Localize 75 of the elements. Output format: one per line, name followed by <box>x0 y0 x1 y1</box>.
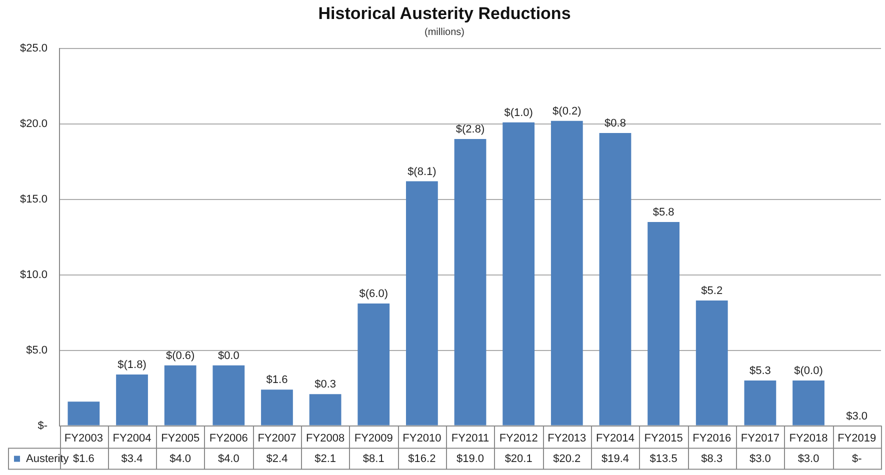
bar <box>116 374 148 426</box>
bar <box>744 380 776 426</box>
x-tick-label: FY2010 <box>402 432 442 444</box>
bar <box>550 120 583 426</box>
annotation: $(0.2) <box>552 105 582 118</box>
bar <box>406 181 438 426</box>
annotation: $5.2 <box>701 285 723 298</box>
annotation: $0.3 <box>314 378 336 391</box>
bar <box>599 132 632 426</box>
x-tick-label: FY2014 <box>596 432 634 444</box>
y-tick-label: $- <box>38 420 48 432</box>
annotation: $(1.8) <box>118 359 146 372</box>
x-tick-label: FY2013 <box>548 432 586 444</box>
data-label: $4.0 <box>218 452 240 465</box>
x-tick-label: FY2019 <box>838 432 876 444</box>
x-tick-label: FY2007 <box>258 432 296 444</box>
data-label: $1.6 <box>72 452 94 465</box>
x-tick-label: FY2004 <box>112 432 152 444</box>
bar <box>68 402 100 426</box>
annotation: $5.8 <box>652 206 674 219</box>
annotation: $(8.1) <box>408 166 436 178</box>
data-label: $- <box>852 452 862 465</box>
bar <box>648 222 680 426</box>
data-label: $2.4 <box>266 452 288 465</box>
legend-label: Austerity <box>26 452 70 465</box>
data-label: $20.2 <box>553 452 581 465</box>
annotation: $(2.8) <box>456 124 485 136</box>
data-label: $3.0 <box>798 452 820 465</box>
annotation: $3.0 <box>846 410 868 422</box>
annotation: $(0.0) <box>794 365 823 378</box>
y-tick-label: $15.0 <box>20 193 48 206</box>
chart-subtitle: (millions) <box>424 27 464 38</box>
bar <box>261 390 293 426</box>
bar <box>502 122 535 426</box>
annotation: $(1.0) <box>504 106 533 119</box>
data-label: $20.1 <box>504 452 532 465</box>
y-tick-label: $10.0 <box>20 268 48 281</box>
annotation: $(6.0) <box>359 288 388 300</box>
data-label: $16.2 <box>408 452 436 465</box>
bar <box>212 365 245 426</box>
y-tick-label: $5.0 <box>26 344 48 356</box>
x-tick-label: FY2009 <box>354 432 393 444</box>
data-label: $8.1 <box>362 452 384 465</box>
chart-title: Historical Austerity Reductions <box>318 4 571 23</box>
data-label: $3.4 <box>121 452 143 465</box>
data-label: $13.5 <box>650 452 678 465</box>
annotation: $(0.6) <box>166 350 195 362</box>
data-label: $4.0 <box>170 452 192 465</box>
x-tick-label: FY2006 <box>209 432 248 444</box>
annotation: $1.6 <box>266 374 288 386</box>
x-tick-label: FY2012 <box>499 432 538 444</box>
bar <box>454 138 486 426</box>
annotation: $5.3 <box>749 365 771 378</box>
data-label: $3.0 <box>749 452 771 465</box>
data-label: $19.4 <box>601 452 629 465</box>
bar <box>792 380 824 426</box>
x-tick-label: FY2015 <box>644 432 683 444</box>
x-tick-label: FY2011 <box>451 432 490 444</box>
x-tick-label: FY2018 <box>789 432 828 444</box>
data-label: $8.3 <box>701 452 723 465</box>
y-tick-label: $25.0 <box>20 42 48 54</box>
bar <box>358 304 390 426</box>
y-tick-label: $20.0 <box>20 118 48 130</box>
x-tick-label: FY2016 <box>692 432 732 444</box>
bar <box>696 300 728 426</box>
x-tick-label: FY2008 <box>306 432 345 444</box>
data-label: $19.0 <box>456 452 484 465</box>
x-tick-label: FY2017 <box>740 432 780 444</box>
annotation: $0.8 <box>604 117 626 130</box>
annotation: $0.0 <box>218 350 240 362</box>
bar <box>164 365 196 426</box>
bar <box>309 394 342 426</box>
x-tick-label: FY2003 <box>64 432 103 444</box>
data-label: $2.1 <box>314 452 336 465</box>
x-tick-label: FY2005 <box>161 432 200 444</box>
